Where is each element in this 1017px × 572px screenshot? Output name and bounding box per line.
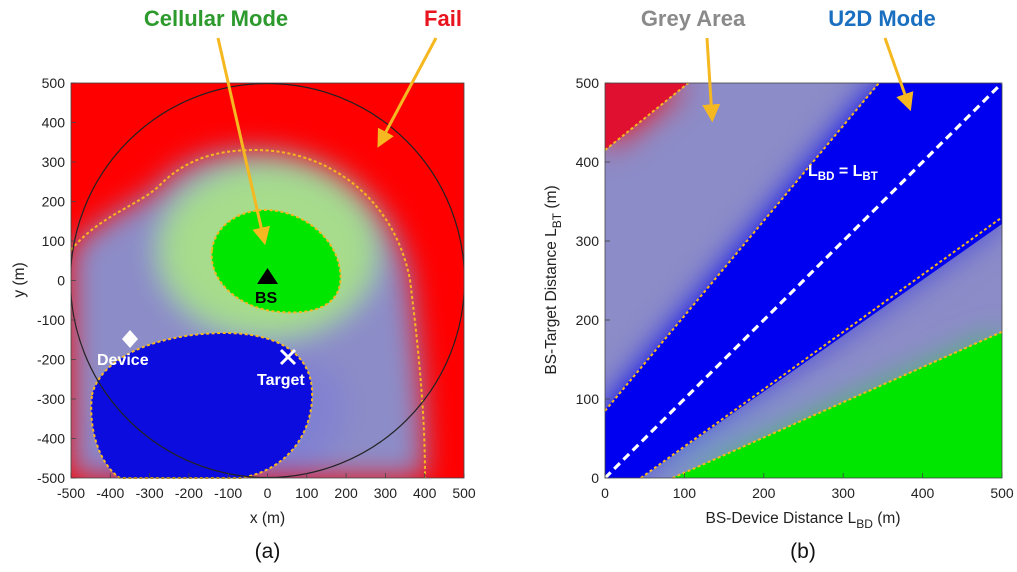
panel-a-y-tick-label-10: 500 xyxy=(42,75,66,91)
panel-a-y-ticks: -500 -400 -300 -200 -100 0 100 200 300 400 500 xyxy=(37,75,76,486)
u2d-shade xyxy=(91,332,313,478)
panel-b-boundary-0 xyxy=(604,82,689,151)
panel-a-boundaries xyxy=(70,148,426,479)
panel-a-y-tick-label-6: 100 xyxy=(42,233,66,249)
panel-b-frame xyxy=(604,82,1003,479)
panel-b-y-ticks: 0 100 200 300 400 500 xyxy=(576,75,610,486)
diagonal-label-eq: = L xyxy=(834,163,862,180)
panel-b-label: (b) xyxy=(790,540,816,563)
panel-b-y-label-unit: (m) xyxy=(543,185,560,213)
panel-a-x-tick-label-9: 400 xyxy=(413,485,437,501)
u2d-boundary xyxy=(90,331,314,479)
panel-a-x-tick-label-6: 100 xyxy=(295,485,319,501)
panel-b-x-tick-label-1: 100 xyxy=(673,485,697,501)
panel-b: LBD = LBT 0 100 200 300 400 500 0100200300400… xyxy=(543,6,1014,563)
panel-a-y-label: y (m) xyxy=(11,262,28,297)
panel-a-y-tick-label-9: 400 xyxy=(42,115,66,131)
grey-lower-band xyxy=(641,224,1002,478)
panel-a-y-tick-label-5: 0 xyxy=(57,273,65,289)
panel-b-y-tick-label-4: 400 xyxy=(576,154,600,170)
target-x-icon xyxy=(279,348,297,366)
diagonal-label-l1: L xyxy=(808,163,818,180)
diagonal-label: LBD = LBT xyxy=(808,163,878,183)
panel-a-y-tick-label-1: -400 xyxy=(37,431,65,447)
diagonal-label-sub1: BD xyxy=(818,171,835,183)
panel-a-y-tick-label-3: -200 xyxy=(37,352,65,368)
panel-a-x-tick-label-1: -400 xyxy=(96,485,124,501)
panel-b-x-label-unit: (m) xyxy=(873,510,901,527)
panel-b-x-label: BS-Device Distance LBD (m) xyxy=(706,510,901,531)
fail-arrow xyxy=(377,37,438,148)
panel-b-x-tick-label-5: 500 xyxy=(990,485,1014,501)
fail-corner xyxy=(605,83,688,150)
panel-a: -500 -400 -300 -200 -100 0 100 200 300 400 500 -50… xyxy=(11,6,476,563)
panel-b-x-tick-label-0: 0 xyxy=(601,485,609,501)
panel-b-y-label: BS-Target Distance LBT (m) xyxy=(543,185,564,374)
panel-a-y-tick-label-7: 200 xyxy=(42,194,66,210)
panel-a-x-tick-label-8: 300 xyxy=(374,485,398,501)
panel-a-y-tick-label-8: 300 xyxy=(42,154,66,170)
panel-a-x-tick-label-10: 500 xyxy=(452,485,476,501)
cellular-mode-annotation: Cellular Mode xyxy=(144,6,288,31)
panel-b-x-ticks: 0 100 200 300 400 500 xyxy=(601,473,1014,501)
grey-area-annotation: Grey Area xyxy=(641,6,746,31)
panel-a-y-tick-label-4: -100 xyxy=(37,312,65,328)
panel-a-x-tick-label-4: -100 xyxy=(214,485,242,501)
cellular-region xyxy=(211,210,341,313)
panel-b-boundaries xyxy=(604,82,1003,479)
panel-b-y-tick-label-2: 200 xyxy=(576,312,600,328)
diagonal-label-sub2: BT xyxy=(862,171,877,183)
cellular-arrow xyxy=(216,37,270,246)
cellular-boundary xyxy=(210,208,342,314)
panel-a-label: (a) xyxy=(255,540,281,563)
fail-boundary xyxy=(70,148,426,479)
panel-b-y-label-sub: BT xyxy=(550,212,564,228)
device-diamond-icon xyxy=(122,330,138,348)
panel-b-y-tick-label-5: 500 xyxy=(576,75,600,91)
u2d-arrow xyxy=(883,37,914,112)
bs-label: BS xyxy=(255,290,278,307)
panel-a-x-tick-label-2: -300 xyxy=(136,485,164,501)
panel-a-x-tick-label-7: 200 xyxy=(334,485,358,501)
diagonal-line xyxy=(603,81,1004,480)
panel-a-x-label: x (m) xyxy=(250,510,285,527)
grey-area-arrow xyxy=(702,37,721,123)
fail-annotation: Fail xyxy=(424,6,462,31)
panel-a-x-tick-label-3: -200 xyxy=(175,485,203,501)
panel-b-x-tick-label-4: 400 xyxy=(911,485,935,501)
panel-b-x-tick-label-3: 300 xyxy=(832,485,856,501)
panel-b-x-label-sub: BD xyxy=(856,517,873,531)
target-label: Target xyxy=(257,372,305,389)
panel-a-x-ticks: -500 -400 -300 -200 -100 0 100 200 300 400 500 xyxy=(57,473,476,501)
panel-b-x-tick-label-2: 200 xyxy=(752,485,776,501)
panel-b-y-tick-label-3: 300 xyxy=(576,233,600,249)
panel-b-x-label-main: BS-Device Distance L xyxy=(706,510,857,527)
u2d-region xyxy=(91,332,313,478)
panel-b-boundary-2 xyxy=(640,216,1003,479)
u2d-mode-annotation: U2D Mode xyxy=(828,6,936,31)
panel-a-x-tick-label-5: 0 xyxy=(264,485,272,501)
panel-b-y-tick-label-0: 0 xyxy=(591,470,599,486)
panel-a-heatmap xyxy=(71,83,464,478)
panel-a-x-tick-label-0: -500 xyxy=(57,485,85,501)
panel-a-y-tick-label-2: -300 xyxy=(37,391,65,407)
panel-b-y-label-main: BS-Target Distance L xyxy=(543,228,560,375)
device-label: Device xyxy=(97,352,149,369)
panel-a-y-tick-label-0: -500 xyxy=(37,470,65,486)
panel-b-y-tick-label-1: 100 xyxy=(576,391,600,407)
bs-triangle-icon xyxy=(257,268,278,284)
